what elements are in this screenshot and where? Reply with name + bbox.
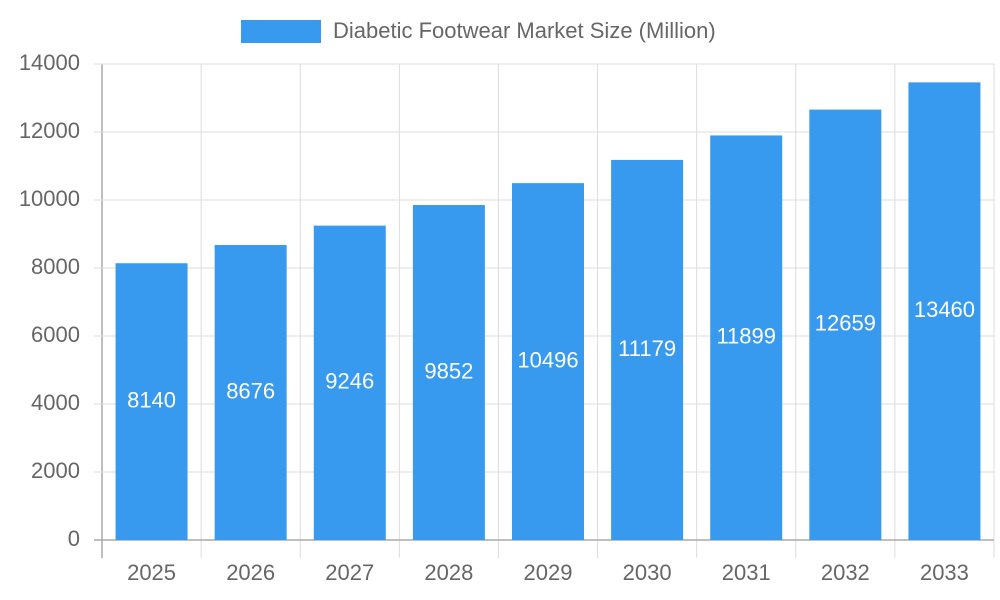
bar (214, 245, 287, 541)
x-tick-label: 2027 (325, 560, 374, 585)
data-label: 9246 (325, 369, 374, 394)
data-label: 11899 (716, 324, 776, 349)
bar (512, 183, 584, 541)
data-label: 8676 (226, 378, 275, 403)
y-tick-label: 8000 (31, 254, 80, 279)
data-label: 13460 (914, 297, 975, 322)
y-tick-label: 12000 (19, 118, 80, 143)
data-label: 12659 (815, 311, 876, 336)
x-tick-label: 2028 (424, 560, 473, 585)
data-label: 8140 (127, 387, 176, 412)
x-tick-label: 2033 (920, 560, 969, 585)
bar (412, 205, 485, 541)
data-label: 10496 (517, 347, 578, 372)
x-tick-label: 2030 (623, 560, 672, 585)
data-label: 11179 (618, 336, 676, 361)
bar (313, 225, 386, 541)
y-tick-label: 2000 (31, 458, 80, 483)
bar (115, 263, 188, 540)
x-tick-label: 2025 (127, 560, 176, 585)
legend-swatch[interactable] (241, 20, 321, 43)
y-tick-label: 0 (68, 526, 80, 551)
y-tick-label: 6000 (31, 322, 80, 347)
y-tick-label: 4000 (31, 390, 80, 415)
x-tick-label: 2029 (524, 560, 573, 585)
x-tick-label: 2031 (722, 560, 771, 585)
legend-label[interactable]: Diabetic Footwear Market Size (Million) (333, 18, 716, 43)
bar (908, 82, 981, 541)
data-label: 9852 (424, 358, 473, 383)
x-tick-label: 2026 (226, 560, 275, 585)
bar (809, 109, 882, 541)
x-tick-label: 2032 (821, 560, 870, 585)
y-tick-label: 10000 (19, 186, 80, 211)
bar (710, 135, 783, 540)
y-tick-label: 14000 (19, 50, 80, 75)
bar (611, 159, 684, 540)
